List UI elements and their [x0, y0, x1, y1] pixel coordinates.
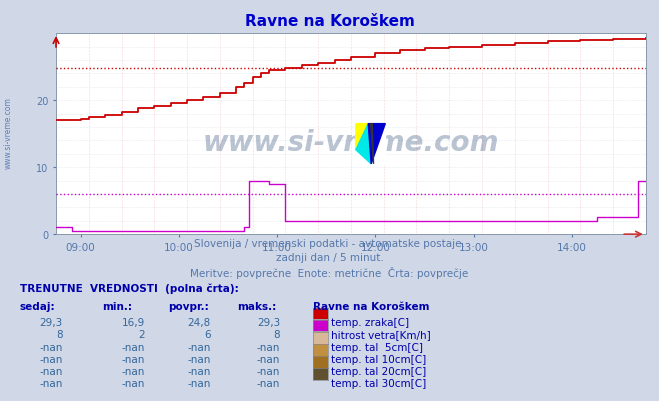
Polygon shape	[356, 124, 368, 150]
Text: povpr.:: povpr.:	[168, 302, 209, 312]
Polygon shape	[370, 124, 374, 164]
Text: -nan: -nan	[257, 354, 280, 364]
Text: hitrost vetra[Km/h]: hitrost vetra[Km/h]	[331, 330, 431, 340]
Text: -nan: -nan	[188, 342, 211, 352]
Text: 6: 6	[204, 330, 211, 340]
Polygon shape	[356, 124, 371, 164]
Bar	[356, 124, 386, 164]
Text: 29,3: 29,3	[40, 318, 63, 328]
Text: 8: 8	[273, 330, 280, 340]
Text: maks.:: maks.:	[237, 302, 277, 312]
Text: -nan: -nan	[257, 342, 280, 352]
Text: -nan: -nan	[122, 378, 145, 388]
Text: 16,9: 16,9	[122, 318, 145, 328]
Text: -nan: -nan	[257, 378, 280, 388]
Text: sedaj:: sedaj:	[20, 302, 55, 312]
Text: min.:: min.:	[102, 302, 132, 312]
Text: www.si-vreme.com: www.si-vreme.com	[4, 97, 13, 168]
Text: -nan: -nan	[122, 354, 145, 364]
Text: temp. tal 20cm[C]: temp. tal 20cm[C]	[331, 366, 427, 376]
Text: 2: 2	[138, 330, 145, 340]
Text: www.si-vreme.com: www.si-vreme.com	[203, 128, 499, 156]
Text: Meritve: povprečne  Enote: metrične  Črta: povprečje: Meritve: povprečne Enote: metrične Črta:…	[190, 267, 469, 279]
Text: TRENUTNE  VREDNOSTI  (polna črta):: TRENUTNE VREDNOSTI (polna črta):	[20, 283, 239, 293]
Text: Ravne na Koroškem: Ravne na Koroškem	[244, 14, 415, 29]
Text: temp. tal  5cm[C]: temp. tal 5cm[C]	[331, 342, 424, 352]
Text: -nan: -nan	[188, 366, 211, 376]
Text: Slovenija / vremenski podatki - avtomatske postaje.: Slovenija / vremenski podatki - avtomats…	[194, 239, 465, 249]
Text: Ravne na Koroškem: Ravne na Koroškem	[313, 302, 430, 312]
Text: temp. zraka[C]: temp. zraka[C]	[331, 318, 410, 328]
Text: -nan: -nan	[122, 342, 145, 352]
Text: -nan: -nan	[188, 354, 211, 364]
Text: temp. tal 10cm[C]: temp. tal 10cm[C]	[331, 354, 427, 364]
Text: -nan: -nan	[40, 342, 63, 352]
Text: 29,3: 29,3	[257, 318, 280, 328]
Text: -nan: -nan	[40, 366, 63, 376]
Text: temp. tal 30cm[C]: temp. tal 30cm[C]	[331, 378, 427, 388]
Text: -nan: -nan	[40, 354, 63, 364]
Text: -nan: -nan	[257, 366, 280, 376]
Text: -nan: -nan	[188, 378, 211, 388]
Polygon shape	[368, 124, 386, 164]
Text: -nan: -nan	[122, 366, 145, 376]
Text: -nan: -nan	[40, 378, 63, 388]
Text: 8: 8	[56, 330, 63, 340]
Text: 24,8: 24,8	[188, 318, 211, 328]
Text: zadnji dan / 5 minut.: zadnji dan / 5 minut.	[275, 253, 384, 263]
